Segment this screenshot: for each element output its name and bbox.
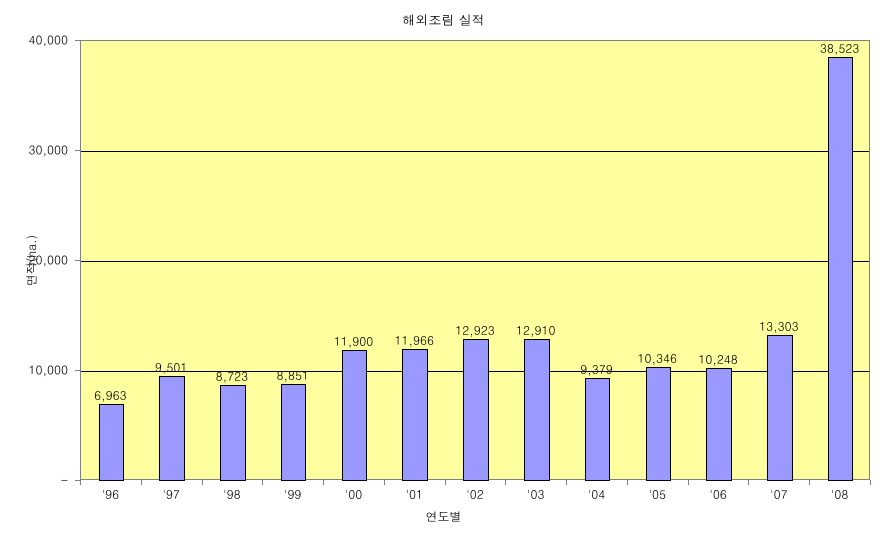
x-tick-mark <box>262 480 263 485</box>
x-tick-mark <box>809 480 810 485</box>
x-tick-mark <box>384 480 385 485</box>
x-tick-label: '98 <box>223 486 240 503</box>
x-tick-label: '04 <box>588 486 605 503</box>
chart-container: 해외조림 실적 면적(ha.) 연도별 -10,00020,00030,0004… <box>0 0 887 538</box>
x-tick-label: '02 <box>466 486 483 503</box>
bar <box>220 385 246 481</box>
x-tick-label: '99 <box>284 486 301 503</box>
bar <box>463 339 489 481</box>
bar-value-label: 10,346 <box>638 350 677 367</box>
y-tick-mark <box>75 370 80 371</box>
y-tick-label: 20,000 <box>0 252 68 269</box>
x-tick-label: '00 <box>345 486 362 503</box>
bar-value-label: 12,923 <box>455 322 494 339</box>
bar-value-label: 6,963 <box>94 387 126 404</box>
bar <box>706 368 732 481</box>
x-tick-mark <box>141 480 142 485</box>
x-tick-mark <box>505 480 506 485</box>
x-tick-label: '03 <box>527 486 544 503</box>
chart-title: 해외조림 실적 <box>0 10 887 29</box>
bar <box>99 404 125 481</box>
gridline <box>81 151 869 152</box>
x-tick-label: '97 <box>162 486 179 503</box>
x-tick-label: '05 <box>649 486 666 503</box>
plot-area <box>80 40 870 480</box>
bar-value-label: 11,900 <box>334 333 373 350</box>
x-tick-mark <box>202 480 203 485</box>
x-tick-mark <box>323 480 324 485</box>
bar <box>281 384 307 481</box>
bar <box>828 57 854 481</box>
x-tick-mark <box>627 480 628 485</box>
bar-value-label: 10,248 <box>698 351 737 368</box>
x-tick-label: '01 <box>405 486 422 503</box>
x-tick-mark <box>688 480 689 485</box>
x-tick-mark <box>80 480 81 485</box>
x-tick-mark <box>566 480 567 485</box>
x-tick-label: '08 <box>831 486 848 503</box>
x-axis-label: 연도별 <box>0 508 887 525</box>
bar <box>342 350 368 481</box>
bar <box>767 335 793 481</box>
x-tick-label: '96 <box>102 486 119 503</box>
y-tick-mark <box>75 40 80 41</box>
y-tick-label: 30,000 <box>0 142 68 159</box>
x-tick-mark <box>748 480 749 485</box>
x-tick-label: '06 <box>709 486 726 503</box>
x-tick-mark <box>445 480 446 485</box>
bar-value-label: 8,723 <box>216 368 248 385</box>
gridline <box>81 261 869 262</box>
bar <box>646 367 672 481</box>
bar <box>159 376 185 481</box>
bar-value-label: 9,501 <box>155 359 187 376</box>
bar-value-label: 8,851 <box>276 367 308 384</box>
bar <box>524 339 550 481</box>
bar-value-label: 38,523 <box>820 40 859 57</box>
y-tick-label: - <box>0 472 68 489</box>
bar-value-label: 13,303 <box>759 318 798 335</box>
bar-value-label: 11,966 <box>394 332 433 349</box>
bar-value-label: 9,379 <box>580 361 612 378</box>
bar <box>585 378 611 481</box>
y-tick-label: 40,000 <box>0 32 68 49</box>
x-tick-label: '07 <box>770 486 787 503</box>
y-tick-mark <box>75 150 80 151</box>
y-tick-mark <box>75 260 80 261</box>
y-tick-label: 10,000 <box>0 362 68 379</box>
bar-value-label: 12,910 <box>516 322 555 339</box>
bar <box>402 349 428 481</box>
x-tick-mark <box>870 480 871 485</box>
